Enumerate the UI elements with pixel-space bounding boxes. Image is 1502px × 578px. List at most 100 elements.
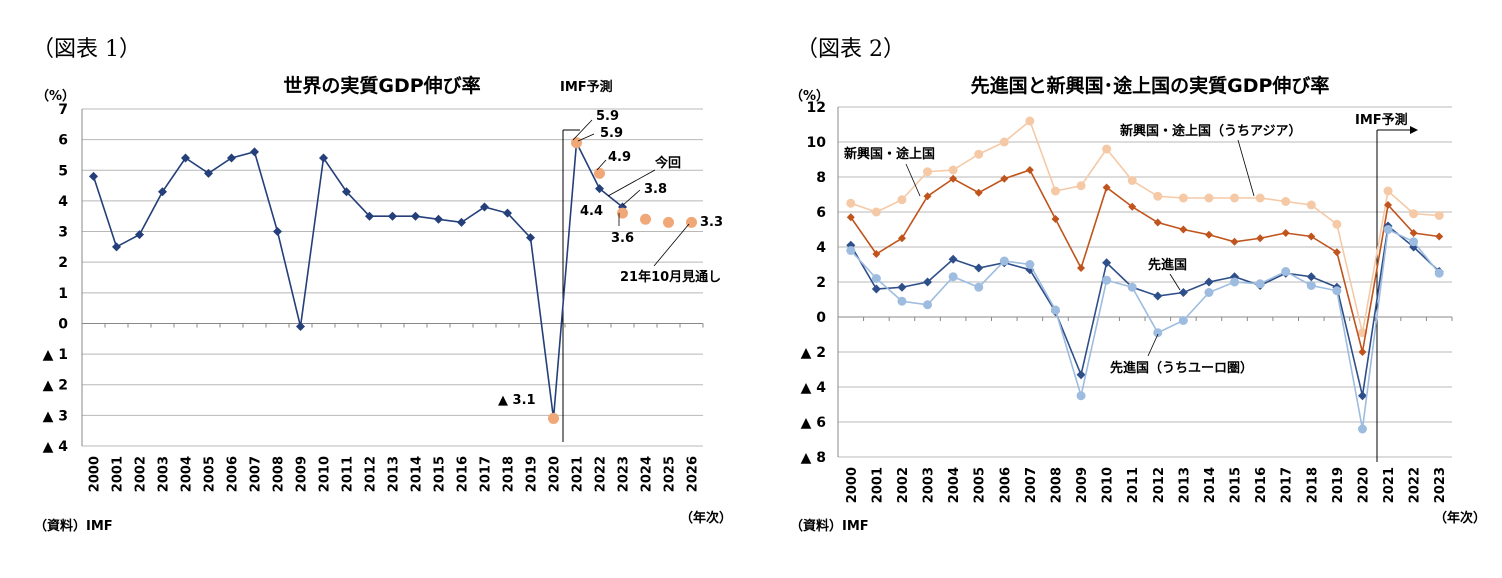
data-point xyxy=(411,211,420,221)
x-tick-label: 2018 xyxy=(502,456,517,492)
chart-1-forecast-label: IMF予測 xyxy=(560,79,613,95)
data-point xyxy=(158,187,167,197)
x-tick-label: 2016 xyxy=(456,456,471,492)
annotation-4-9: 4.9 xyxy=(608,150,631,165)
data-point xyxy=(871,274,881,283)
legend-label-euro: 先進国（うちユーロ圏） xyxy=(1110,360,1253,376)
data-point xyxy=(1179,225,1188,234)
x-tick-label: 2016 xyxy=(1254,467,1269,503)
x-tick-label: 2012 xyxy=(364,456,379,492)
panel-1-label: （図表 1） xyxy=(32,37,141,62)
chart-2-x-tick-labels: 2000 2001 2002 2003 2004 2005 2006 2007 2008 2009… xyxy=(845,467,1448,503)
data-point xyxy=(923,167,933,177)
y-tick-label: 4 xyxy=(58,194,68,210)
x-tick-label: 2022 xyxy=(594,456,609,492)
x-tick-label: 2002 xyxy=(134,456,149,492)
data-point xyxy=(1307,232,1316,241)
data-point xyxy=(617,207,628,219)
x-tick-label: 2004 xyxy=(180,456,195,492)
x-tick-label: 2020 xyxy=(1356,467,1371,503)
data-point xyxy=(1409,237,1419,247)
y-tick-label: 12 xyxy=(807,100,826,116)
data-point xyxy=(1332,286,1342,296)
x-tick-label: 2015 xyxy=(433,456,448,492)
data-point xyxy=(1178,316,1188,325)
chart-2-annotations: 新興国・途上国（うちアジア） 新興国・途上国 先進国 先進国（うちユーロ圏） xyxy=(844,123,1301,376)
data-point xyxy=(1434,211,1444,220)
data-point xyxy=(640,213,651,225)
chart-2-y-unit: （%） xyxy=(790,88,829,104)
data-point xyxy=(1409,229,1418,237)
y-tick-label: ▲ 4 xyxy=(43,439,69,455)
x-tick-label: 2000 xyxy=(845,467,860,503)
data-point xyxy=(89,171,98,181)
x-tick-label: 2021 xyxy=(571,456,586,492)
data-point xyxy=(1383,186,1393,196)
panel-1: （図表 1） 世界の実質GDP伸び率 （%） ▲ 4 ▲ 3 ▲ 2 ▲ 1 0 1 2 3 4… xyxy=(32,37,732,534)
leader-line xyxy=(1237,139,1255,197)
data-point xyxy=(595,184,604,194)
x-tick-label: 2009 xyxy=(1075,467,1090,503)
y-tick-label: 7 xyxy=(58,102,68,118)
data-point xyxy=(1025,166,1034,174)
data-point xyxy=(1358,348,1367,356)
chart-2-forecast-arrow-head xyxy=(1410,126,1418,134)
data-point xyxy=(319,153,328,163)
data-point xyxy=(181,153,190,163)
chart-2-source: （資料）IMF xyxy=(790,518,869,534)
annotation-3-6: 3.6 xyxy=(611,231,634,246)
data-point xyxy=(1000,174,1009,183)
data-point xyxy=(1050,186,1060,196)
leader-line xyxy=(572,119,593,141)
data-point xyxy=(872,250,881,258)
panel-2: （図表 2） 先進国と新興国･途上国の実質GDP伸び率 （%） ▲ 8▲ 6▲ … xyxy=(790,37,1486,534)
chart-2-gridlines xyxy=(837,106,1453,458)
data-point xyxy=(1025,116,1035,126)
chart-2-forecast-label: IMF予測 xyxy=(1355,112,1408,128)
data-point xyxy=(999,256,1009,266)
x-tick-label: 2000 xyxy=(88,456,103,492)
series-line xyxy=(850,169,1440,353)
data-point xyxy=(1102,258,1112,268)
y-tick-label: 2 xyxy=(816,275,826,291)
data-point xyxy=(296,322,305,332)
data-point xyxy=(1178,288,1188,297)
data-point xyxy=(1076,370,1086,380)
data-point xyxy=(526,233,535,243)
data-point xyxy=(686,216,697,228)
leader-line xyxy=(1147,333,1159,357)
series-line xyxy=(92,139,623,419)
chart-1-x-unit: （年次） xyxy=(680,510,732,526)
y-tick-label: ▲ 2 xyxy=(43,378,68,394)
y-tick-label: ▲ 1 xyxy=(43,347,68,363)
x-tick-label: 2001 xyxy=(870,467,885,503)
x-tick-label: 2012 xyxy=(1152,467,1167,503)
chart-1-source: （資料）IMF xyxy=(34,518,113,534)
y-tick-label: ▲ 6 xyxy=(801,415,826,431)
data-point xyxy=(1153,291,1163,301)
leader-line xyxy=(596,159,607,171)
data-point xyxy=(974,149,984,159)
data-point xyxy=(1306,272,1316,282)
chart-2-y-tick-labels: ▲ 8 ▲ 6 ▲ 4 ▲ 2 0 2 4 6 8 10 12 xyxy=(801,100,827,466)
data-point xyxy=(846,246,856,255)
x-tick-label: 2002 xyxy=(896,467,911,503)
x-tick-label: 2010 xyxy=(318,456,333,492)
data-point xyxy=(1102,183,1111,192)
leader-line xyxy=(905,163,921,197)
data-point xyxy=(204,168,213,178)
data-point xyxy=(871,207,881,217)
y-tick-label: 0 xyxy=(816,310,826,326)
y-tick-label: 3 xyxy=(58,225,68,241)
data-point xyxy=(548,412,559,424)
data-point xyxy=(1153,191,1163,201)
chart-1-title: 世界の実質GDP伸び率 xyxy=(283,74,480,97)
annotation-4-4: 4.4 xyxy=(580,204,603,219)
data-point xyxy=(1332,219,1342,229)
leader-line xyxy=(607,169,656,197)
data-point xyxy=(1204,277,1214,287)
y-tick-label: ▲ 4 xyxy=(801,380,827,396)
data-point xyxy=(1204,288,1214,297)
y-tick-label: 10 xyxy=(807,135,827,151)
series-line xyxy=(850,228,1440,430)
